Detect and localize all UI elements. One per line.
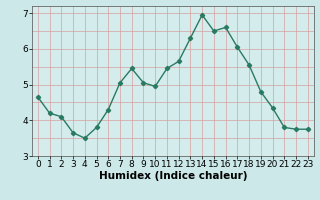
X-axis label: Humidex (Indice chaleur): Humidex (Indice chaleur) <box>99 171 247 181</box>
